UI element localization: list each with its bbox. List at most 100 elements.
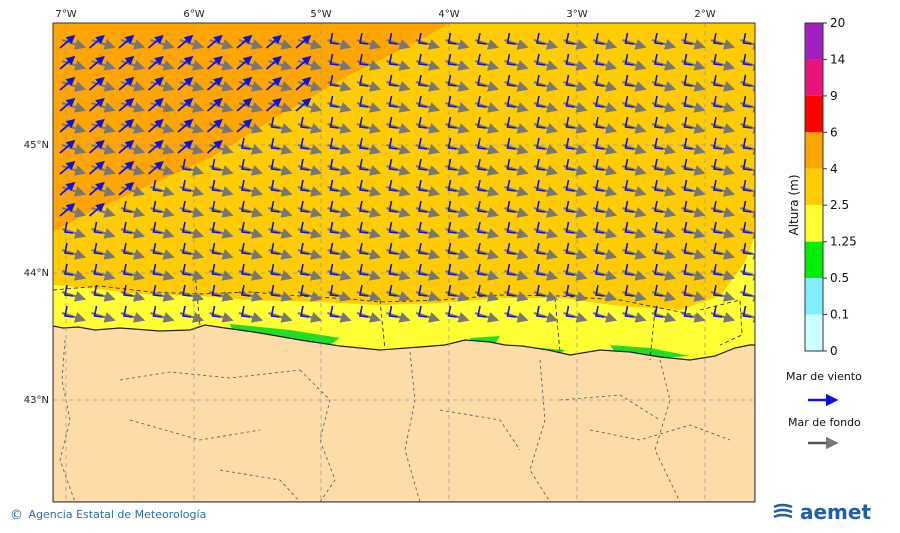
wind-sea-barb-icon <box>742 284 752 297</box>
wind-sea-barb-icon <box>300 200 310 213</box>
wind-sea-barb-icon <box>211 284 221 297</box>
lon-tick-label: 6°W <box>183 9 204 20</box>
wind-sea-barb-icon <box>93 284 103 297</box>
wind-sea-barb-icon <box>329 74 339 87</box>
wind-sea-arrow-icon <box>206 55 223 70</box>
colorbar-label: 2.5 <box>830 198 849 212</box>
wind-sea-barb-icon <box>624 95 634 108</box>
wind-sea-arrow-icon <box>147 76 164 91</box>
wind-sea-arrow-icon <box>236 34 253 49</box>
wind-sea-barb-icon <box>418 221 428 234</box>
wind-sea-arrow-icon <box>206 97 223 112</box>
wind-sea-barb-icon <box>683 53 693 66</box>
wind-sea-barb-icon <box>536 221 546 234</box>
wind-sea-barb-icon <box>418 242 428 255</box>
wind-sea-arrow-icon <box>88 160 105 175</box>
wind-sea-barb-icon <box>241 305 251 318</box>
wind-sea-arrow-icon <box>236 55 253 70</box>
wind-sea-barb-icon <box>300 116 310 129</box>
wind-sea-barb-icon <box>300 158 310 171</box>
wind-sea-barb-icon <box>506 137 516 150</box>
lon-tick-label: 5°W <box>310 9 331 20</box>
colorbar-label: 20 <box>830 16 845 30</box>
wind-sea-barb-icon <box>683 32 693 45</box>
wind-sea-barb-icon <box>152 221 162 234</box>
wind-sea-barb-icon <box>64 242 74 255</box>
wind-sea-barb-icon <box>506 221 516 234</box>
colorbar-swatch <box>805 314 823 351</box>
wind-sea-barb-icon <box>211 305 221 318</box>
wind-sea-barb-icon <box>713 179 723 192</box>
wind-sea-barb-icon <box>565 74 575 87</box>
wind-sea-barb-icon <box>64 284 74 297</box>
wind-sea-barb-icon <box>477 158 487 171</box>
longitude-labels: 7°W 6°W 5°W 4°W 3°W 2°W <box>55 9 715 20</box>
wind-sea-barb-icon <box>152 179 162 192</box>
wind-sea-barb-icon <box>654 221 664 234</box>
wind-sea-barb-icon <box>624 179 634 192</box>
wind-sea-barb-icon <box>742 305 752 318</box>
wind-sea-arrow-icon <box>147 97 164 112</box>
wind-sea-barb-icon <box>713 284 723 297</box>
wind-sea-arrow-icon <box>177 118 194 133</box>
lon-tick-label: 3°W <box>566 9 587 20</box>
wind-sea-barb-icon <box>211 242 221 255</box>
wind-sea-barb-icon <box>241 284 251 297</box>
wind-sea-arrow-icon <box>88 76 105 91</box>
wind-sea-barb-icon <box>270 200 280 213</box>
wind-sea-arrow-icon <box>59 55 76 70</box>
wind-sea-barb-icon <box>418 32 428 45</box>
wind-sea-arrow-icon <box>206 76 223 91</box>
wind-sea-barb-icon <box>241 263 251 276</box>
wind-sea-barb-icon <box>565 179 575 192</box>
wind-sea-barb-icon <box>536 116 546 129</box>
wind-sea-barb-icon <box>477 74 487 87</box>
wind-sea-barb-icon <box>742 53 752 66</box>
aemet-swirl-icon <box>773 503 793 519</box>
wind-sea-barb-icon <box>329 263 339 276</box>
wind-sea-barb-icon <box>565 242 575 255</box>
wind-sea-barb-icon <box>565 200 575 213</box>
wind-sea-barb-icon <box>624 284 634 297</box>
wind-sea-barb-icon <box>359 200 369 213</box>
wind-sea-barb-icon <box>388 263 398 276</box>
wind-sea-arrow-icon <box>88 181 105 196</box>
wind-sea-barb-icon <box>182 305 192 318</box>
wind-sea-barb-icon <box>123 200 133 213</box>
wind-sea-barb-icon <box>359 158 369 171</box>
wind-sea-barb-icon <box>595 74 605 87</box>
wind-sea-barb-icon <box>536 74 546 87</box>
wind-sea-barb-icon <box>300 242 310 255</box>
wind-sea-barb-icon <box>300 284 310 297</box>
wind-sea-barb-icon <box>624 221 634 234</box>
wind-sea-barb-icon <box>536 284 546 297</box>
wind-sea-barb-icon <box>182 263 192 276</box>
wind-sea-barb-icon <box>477 284 487 297</box>
wind-sea-barb-icon <box>683 158 693 171</box>
wind-sea-barb-icon <box>270 137 280 150</box>
wind-sea-barb-icon <box>565 137 575 150</box>
wind-sea-barb-icon <box>447 137 457 150</box>
wind-sea-barb-icon <box>300 263 310 276</box>
wind-sea-barb-icon <box>654 263 664 276</box>
wind-sea-barb-icon <box>595 263 605 276</box>
wind-sea-barb-icon <box>300 221 310 234</box>
wind-sea-barb-icon <box>329 221 339 234</box>
wind-sea-barb-icon <box>683 137 693 150</box>
wind-sea-barb-icon <box>565 284 575 297</box>
wind-sea-barb-icon <box>388 74 398 87</box>
wind-sea-barb-icon <box>713 158 723 171</box>
wind-sea-barb-icon <box>536 305 546 318</box>
lat-tick-label: 43°N <box>24 395 49 406</box>
wind-sea-arrow-icon <box>88 118 105 133</box>
wind-sea-barb-icon <box>477 32 487 45</box>
wind-sea-barb-icon <box>329 95 339 108</box>
wind-sea-barb-icon <box>565 221 575 234</box>
wind-sea-barb-icon <box>595 242 605 255</box>
wind-sea-arrow-icon <box>59 139 76 154</box>
wind-sea-barb-icon <box>536 200 546 213</box>
wind-sea-barb-icon <box>329 137 339 150</box>
colorbar-label: 4 <box>830 162 838 176</box>
wind-sea-barb-icon <box>713 32 723 45</box>
wind-sea-barb-icon <box>713 95 723 108</box>
